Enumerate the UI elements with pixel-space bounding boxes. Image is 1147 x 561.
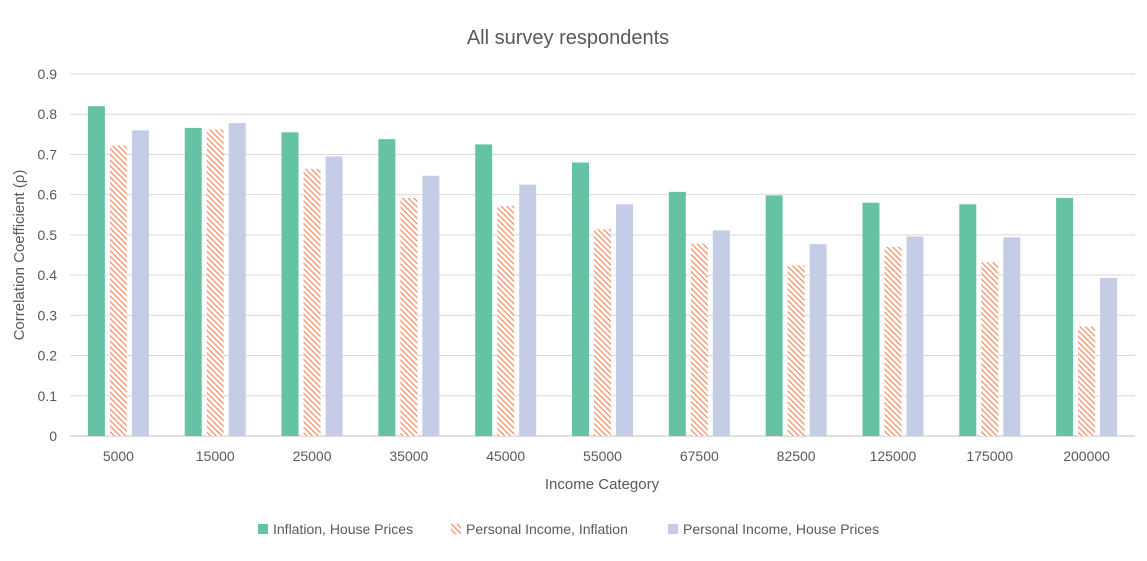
bar-1-55000 <box>572 162 589 436</box>
bar-3-175000 <box>1003 237 1021 436</box>
bar-1-82500 <box>765 195 783 436</box>
legend: Inflation, House Prices Personal Income, … <box>258 521 879 537</box>
legend-swatch-3 <box>668 524 678 534</box>
bar-1-25000 <box>281 132 299 437</box>
bar-2-15000 <box>206 129 224 437</box>
bar-3-35000 <box>422 175 440 437</box>
bar-2-45000 <box>497 205 515 436</box>
x-tick-label: 35000 <box>389 448 428 464</box>
x-axis-ticks: 5000 15000 25000 35000 45000 55000 67500 82500 1… <box>103 448 1110 464</box>
x-tick-label: 67500 <box>680 448 719 464</box>
legend-label-1: Inflation, House Prices <box>273 521 413 537</box>
bar-1-175000 <box>959 204 977 436</box>
legend-swatch-2 <box>451 524 461 534</box>
chart-title: All survey respondents <box>467 27 669 49</box>
bar-2-55000 <box>594 229 611 436</box>
y-axis-label: Correlation Coefficient (ρ) <box>11 170 28 341</box>
y-tick-label: 0 <box>49 428 57 444</box>
x-tick-label: 125000 <box>870 448 917 464</box>
legend-swatch-1 <box>258 524 268 534</box>
y-tick-label: 0.9 <box>38 66 58 82</box>
x-tick-label: 55000 <box>583 448 622 464</box>
bar-1-35000 <box>378 139 396 436</box>
y-tick-label: 0.5 <box>38 227 58 243</box>
bar-3-55000 <box>616 204 633 436</box>
x-axis-label: Income Category <box>545 476 660 493</box>
bar-2-25000 <box>303 168 321 436</box>
bar-1-45000 <box>475 144 493 436</box>
bar-3-200000 <box>1100 277 1118 436</box>
x-tick-label: 15000 <box>196 448 235 464</box>
bar-3-67500 <box>712 230 730 436</box>
bar-3-125000 <box>906 236 924 436</box>
x-tick-label: 5000 <box>103 448 134 464</box>
x-tick-label: 25000 <box>293 448 332 464</box>
bar-1-5000 <box>87 106 105 436</box>
bar-1-15000 <box>184 127 202 437</box>
y-tick-label: 0.3 <box>38 307 58 323</box>
y-axis-ticks: 0 0.1 0.2 0.3 0.4 0.5 0.6 0.7 0.8 0.9 <box>38 66 58 444</box>
legend-label-2: Personal Income, Inflation <box>466 521 628 537</box>
x-tick-label: 200000 <box>1063 448 1110 464</box>
y-tick-label: 0.2 <box>38 348 58 364</box>
x-tick-label: 82500 <box>777 448 816 464</box>
bar-1-125000 <box>862 202 880 436</box>
bar-2-67500 <box>690 243 708 436</box>
x-tick-label: 175000 <box>966 448 1013 464</box>
bar-2-200000 <box>1078 326 1096 436</box>
x-tick-label: 45000 <box>486 448 525 464</box>
bar-2-35000 <box>400 197 418 436</box>
bar-3-15000 <box>228 123 246 437</box>
bars <box>87 106 1118 437</box>
bar-2-82500 <box>787 265 805 436</box>
y-tick-label: 0.1 <box>38 388 58 404</box>
y-tick-label: 0.8 <box>38 106 58 122</box>
bar-2-175000 <box>981 262 999 436</box>
bar-1-67500 <box>668 191 686 436</box>
y-tick-label: 0.6 <box>38 187 58 203</box>
y-tick-label: 0.7 <box>38 146 58 162</box>
bar-1-200000 <box>1056 197 1074 436</box>
y-tick-label: 0.4 <box>38 267 58 283</box>
bar-3-82500 <box>809 244 827 436</box>
bar-3-5000 <box>131 130 149 437</box>
bar-3-45000 <box>519 184 537 436</box>
bar-2-5000 <box>109 145 127 436</box>
bar-2-125000 <box>884 246 902 436</box>
bar-3-25000 <box>325 156 343 436</box>
legend-label-3: Personal Income, House Prices <box>683 521 879 537</box>
